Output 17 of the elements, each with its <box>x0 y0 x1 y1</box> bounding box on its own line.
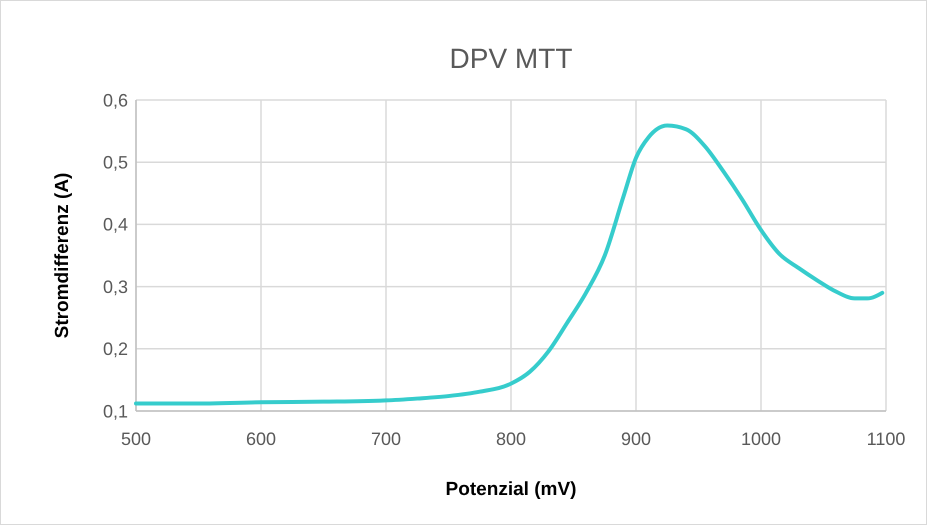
y-axis-title: Stromdifferenz (A) <box>52 172 73 338</box>
y-tick-label: 0,2 <box>102 339 128 360</box>
x-tick-label: 500 <box>120 429 152 449</box>
x-tick-label: 600 <box>246 429 276 449</box>
x-tick-label: 900 <box>620 429 652 449</box>
y-tick-label: 0,6 <box>102 90 128 110</box>
y-tick-label: 0,4 <box>102 214 128 235</box>
y-tick-label: 0,3 <box>102 276 128 297</box>
y-tick-label: 0,5 <box>102 152 128 172</box>
x-axis-title: Potenzial (mV) <box>446 479 576 500</box>
x-tick-label: 700 <box>370 429 402 449</box>
x-tick-label: 1000 <box>740 429 782 449</box>
chart-title: DPV MTT <box>450 43 572 74</box>
y-tick-label: 0,1 <box>102 401 128 422</box>
x-tick-label: 1100 <box>866 429 906 449</box>
x-tick-label: 800 <box>496 429 526 449</box>
line-series <box>134 124 884 406</box>
